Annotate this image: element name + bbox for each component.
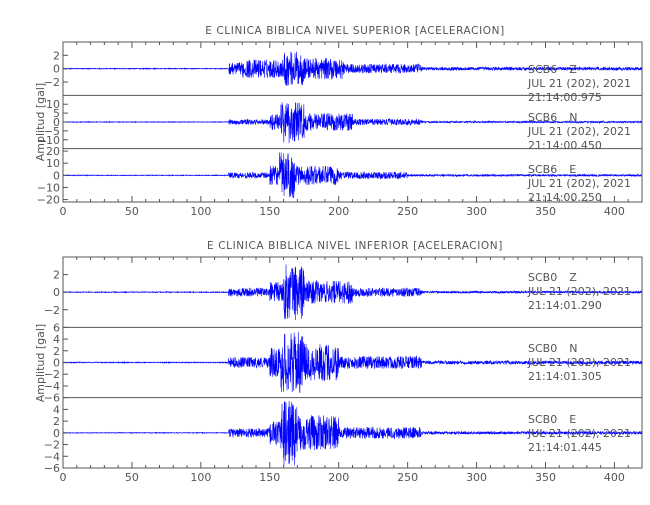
chart-title-inferior: E CLINICA BIBLICA NIVEL INFERIOR [ACELER… [207, 240, 503, 252]
y-tick-label: 0 [53, 286, 60, 299]
x-tick-label: 350 [535, 205, 556, 218]
channel-info-scb0-e: SCB0 E JUL 21 (202), 2021 21:14:01.445 [527, 413, 631, 454]
x-tick-label: 250 [397, 205, 418, 218]
y-tick-label: −2 [44, 76, 60, 89]
x-tick-label: 50 [125, 471, 139, 484]
y-tick-label: −5 [44, 125, 60, 138]
y-tick-label: 10 [46, 98, 60, 111]
traces-superior [62, 51, 643, 199]
x-tick-label: 400 [604, 205, 625, 218]
station-label: SCB0 N [528, 342, 577, 355]
x-tick-label: 350 [535, 471, 556, 484]
channel-info-scb6-z: SCB6 Z JUL 21 (202), 2021 21:14:00.975 [527, 63, 631, 104]
x-tick-label: 300 [466, 471, 487, 484]
y-tick-label: 5 [53, 107, 60, 120]
date-label: JUL 21 (202), 2021 [527, 427, 631, 440]
y-tick-label: 20 [46, 145, 60, 158]
station-label: SCB6 Z [528, 63, 577, 76]
y-tick-label: −20 [37, 194, 60, 207]
y-tick-label: 0 [53, 116, 60, 129]
x-tick-label: 150 [259, 205, 280, 218]
chart-superior: E CLINICA BIBLICA NIVEL SUPERIOR [ACELER… [34, 25, 643, 218]
x-tick-label: 0 [60, 205, 67, 218]
y-tick-label: 2 [53, 345, 60, 358]
y-tick-label: −6 [44, 392, 60, 405]
x-tick-label: 400 [604, 471, 625, 484]
time-label: 21:14:00.450 [528, 139, 602, 152]
y-tick-label: 0 [53, 169, 60, 182]
x-tick-label: 100 [190, 471, 211, 484]
y-tick-label: −10 [37, 134, 60, 147]
waveform-trace [62, 152, 643, 199]
waveform-trace [62, 332, 643, 393]
station-label: SCB0 Z [528, 271, 577, 284]
date-label: JUL 21 (202), 2021 [527, 77, 631, 90]
y-tick-label: 0 [53, 357, 60, 370]
y-tick-label: −6 [44, 462, 60, 475]
y-tick-label: −2 [44, 439, 60, 452]
x-tick-label: 200 [328, 205, 349, 218]
time-label: 21:14:00.250 [528, 191, 602, 204]
y-tick-label: 4 [53, 333, 60, 346]
y-tick-label: −2 [44, 368, 60, 381]
waveform-trace [62, 51, 643, 86]
channel-info-scb0-n: SCB0 N JUL 21 (202), 2021 21:14:01.305 [527, 342, 631, 383]
x-tick-label: 200 [328, 471, 349, 484]
y-tick-label: 2 [53, 415, 60, 428]
date-label: JUL 21 (202), 2021 [527, 356, 631, 369]
x-tick-label: 150 [259, 471, 280, 484]
time-label: 21:14:01.290 [528, 299, 602, 312]
x-tick-label: 50 [125, 205, 139, 218]
date-label: JUL 21 (202), 2021 [527, 177, 631, 190]
date-label: JUL 21 (202), 2021 [527, 285, 631, 298]
date-label: JUL 21 (202), 2021 [527, 125, 631, 138]
y-tick-label: −2 [44, 304, 60, 317]
station-label: SCB6 N [528, 111, 577, 124]
y-tick-label: 0 [53, 427, 60, 440]
y-tick-label: −4 [44, 380, 60, 393]
y-tick-label: 2 [53, 269, 60, 282]
y-tick-label: −10 [37, 181, 60, 194]
chart-inferior: E CLINICA BIBLICA NIVEL INFERIOR [ACELER… [34, 240, 643, 484]
x-tick-label: 300 [466, 205, 487, 218]
y-tick-label: 6 [53, 321, 60, 334]
traces-inferior [62, 264, 643, 466]
y-tick-label: 2 [53, 49, 60, 62]
waveform-trace [62, 400, 643, 466]
time-label: 21:14:01.445 [528, 441, 602, 454]
y-tick-label: 0 [53, 63, 60, 76]
y-axis-label-inferior: Amplitud [gal] [34, 324, 47, 402]
time-label: 21:14:01.305 [528, 370, 602, 383]
y-tick-label: 10 [46, 157, 60, 170]
channel-info-scb6-n: SCB6 N JUL 21 (202), 2021 21:14:00.450 [527, 111, 631, 152]
x-ticks-inferior: 0 50 100 150 200 250 300 350 400 [60, 257, 643, 484]
chart-title-superior: E CLINICA BIBLICA NIVEL SUPERIOR [ACELER… [205, 25, 505, 37]
channel-info-scb0-z: SCB0 Z JUL 21 (202), 2021 21:14:01.290 [527, 271, 631, 312]
y-tick-label: −4 [44, 450, 60, 463]
x-tick-label: 250 [397, 471, 418, 484]
channel-info-scb6-e: SCB6 E JUL 21 (202), 2021 21:14:00.250 [527, 163, 631, 204]
station-label: SCB6 E [528, 163, 576, 176]
waveform-trace [62, 102, 643, 144]
x-ticks-superior: 0 50 100 150 200 250 300 350 400 [60, 42, 643, 218]
x-tick-label: 100 [190, 205, 211, 218]
waveform-trace [62, 264, 643, 321]
time-label: 21:14:00.975 [528, 91, 602, 104]
station-label: SCB0 E [528, 413, 576, 426]
x-tick-label: 0 [60, 471, 67, 484]
y-axis-label-superior: Amplitud [gal] [34, 83, 47, 161]
y-tick-label: 4 [53, 403, 60, 416]
